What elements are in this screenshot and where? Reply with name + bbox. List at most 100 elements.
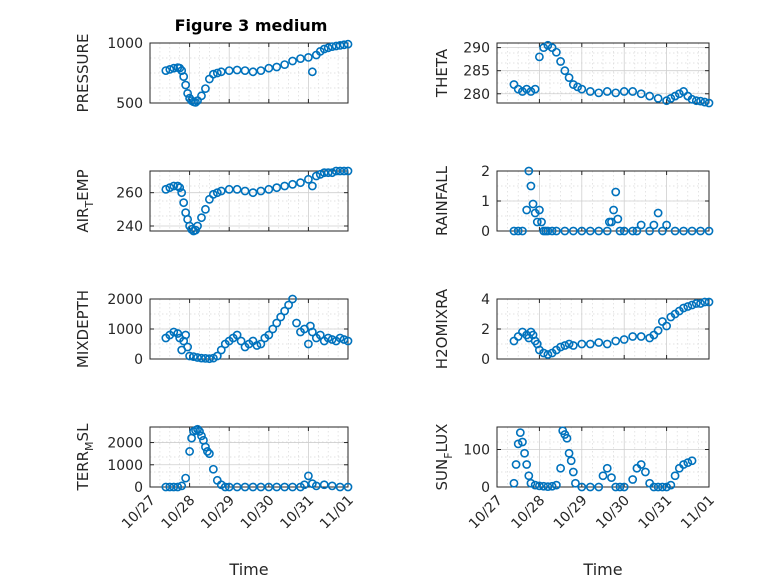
- data-point-pressure: [179, 72, 189, 81]
- y-tick-label: 285: [463, 64, 490, 80]
- data-point-pressure: [335, 41, 345, 50]
- data-point-airtemp: [177, 188, 187, 198]
- data-point-airtemp: [161, 184, 171, 194]
- data-point-pressure: [183, 89, 193, 98]
- data-point-theta: [687, 94, 697, 104]
- data-point-airtemp: [311, 171, 321, 181]
- data-point-rainfall: [526, 181, 536, 191]
- data-point-h2omixra: [628, 332, 638, 341]
- data-point-theta: [611, 88, 621, 98]
- y-axis-label: SUNFLUX: [433, 424, 455, 491]
- data-point-airtemp: [280, 181, 290, 191]
- data-point-mixdepth: [288, 294, 297, 304]
- data-point-rainfall: [568, 226, 578, 236]
- data-point-theta: [585, 87, 595, 96]
- data-point-sunflux: [522, 460, 532, 469]
- data-point-terrmsl: [173, 482, 183, 492]
- data-point-theta: [674, 89, 684, 99]
- data-point-rainfall: [662, 220, 671, 230]
- y-axis-label-main: RAINFALL: [433, 165, 451, 236]
- data-point-theta: [628, 87, 638, 96]
- data-point-theta: [666, 93, 676, 103]
- data-point-rainfall: [615, 226, 625, 236]
- data-point-airtemp: [197, 213, 206, 223]
- data-point-sunflux: [566, 456, 576, 466]
- data-point-terrmsl: [212, 475, 222, 485]
- subplot-terrmsl: 0 1000 2000 TERRMSL 10/27 10/28 10/29 10/30 10/3…: [74, 423, 357, 579]
- data-point-pressure: [181, 80, 191, 90]
- x-tick-label: 11/01: [678, 493, 718, 533]
- data-point-rainfall: [543, 226, 553, 236]
- data-point-airtemp: [216, 186, 226, 196]
- data-point-theta: [551, 47, 561, 57]
- data-point-airtemp: [169, 181, 179, 191]
- y-axis-label-main: AIR: [74, 208, 92, 233]
- y-axis-label: THETA: [433, 48, 451, 98]
- data-point-pressure: [248, 67, 258, 77]
- data-point-sunflux: [511, 460, 521, 469]
- data-point-pressure: [240, 66, 250, 75]
- data-point-mixdepth: [252, 341, 262, 350]
- data-point-mixdepth: [335, 333, 345, 343]
- data-point-rainfall: [522, 205, 532, 215]
- data-point-sunflux: [602, 463, 612, 473]
- data-point-pressure: [272, 62, 282, 72]
- data-point-pressure: [197, 91, 206, 101]
- data-point-sunflux: [666, 480, 676, 490]
- data-point-theta: [568, 80, 578, 89]
- x-tick-label: 10/27: [119, 493, 159, 533]
- data-point-pressure: [191, 98, 200, 107]
- data-point-airtemp: [272, 183, 282, 193]
- data-point-sunflux: [683, 458, 693, 468]
- data-point-terrmsl: [303, 471, 313, 481]
- data-point-rainfall: [609, 205, 618, 215]
- y-tick-label: 280: [463, 87, 490, 103]
- y-tick-label: 290: [463, 41, 490, 57]
- data-point-mixdepth: [181, 330, 191, 340]
- subplot-theta: 280 285 290 THETA: [433, 41, 714, 108]
- data-point-pressure: [212, 68, 222, 78]
- data-point-sunflux: [636, 460, 646, 469]
- data-point-pressure: [319, 44, 329, 54]
- data-point-rainfall: [613, 214, 623, 224]
- y-axis-label-subscript: M: [83, 441, 96, 451]
- data-point-theta: [636, 89, 646, 99]
- data-point-h2omixra: [679, 303, 688, 313]
- data-point-h2omixra: [602, 339, 612, 349]
- data-point-airtemp: [248, 188, 258, 198]
- data-point-sunflux: [571, 478, 580, 488]
- data-point-airtemp: [256, 186, 266, 196]
- data-point-sunflux: [687, 456, 697, 466]
- data-point-airtemp: [179, 198, 189, 208]
- data-point-sunflux: [619, 482, 629, 492]
- data-point-rainfall: [628, 226, 638, 236]
- data-point-pressure: [323, 43, 333, 53]
- y-axis-label-subscript: F: [442, 452, 455, 458]
- data-point-sunflux: [551, 480, 561, 490]
- data-point-theta: [670, 91, 680, 101]
- data-point-h2omixra: [691, 299, 701, 308]
- y-tick-label: 1000: [107, 36, 143, 52]
- data-point-theta: [522, 84, 532, 94]
- data-point-h2omixra: [657, 317, 667, 326]
- data-point-h2omixra: [568, 341, 578, 350]
- data-point-airtemp: [307, 181, 317, 191]
- axes-box: [149, 170, 349, 232]
- data-point-sunflux: [628, 475, 638, 484]
- data-point-mixdepth: [169, 327, 179, 337]
- data-point-mixdepth: [303, 339, 313, 349]
- y-axis-label: PRESSURE: [74, 34, 92, 113]
- y-tick-label: 260: [116, 186, 143, 202]
- data-point-sunflux: [513, 439, 523, 449]
- data-point-theta: [539, 43, 549, 53]
- data-point-h2omixra: [653, 326, 663, 335]
- data-point-pressure: [331, 41, 341, 51]
- data-point-theta: [518, 87, 527, 96]
- data-point-sunflux: [657, 482, 667, 492]
- y-axis-label-main: MIXDEPTH: [74, 290, 92, 368]
- data-point-mixdepth: [315, 330, 325, 340]
- data-point-h2omixra: [585, 339, 595, 349]
- data-point-mixdepth: [183, 342, 193, 352]
- y-tick-label: 2: [481, 164, 490, 180]
- data-point-theta: [594, 88, 604, 98]
